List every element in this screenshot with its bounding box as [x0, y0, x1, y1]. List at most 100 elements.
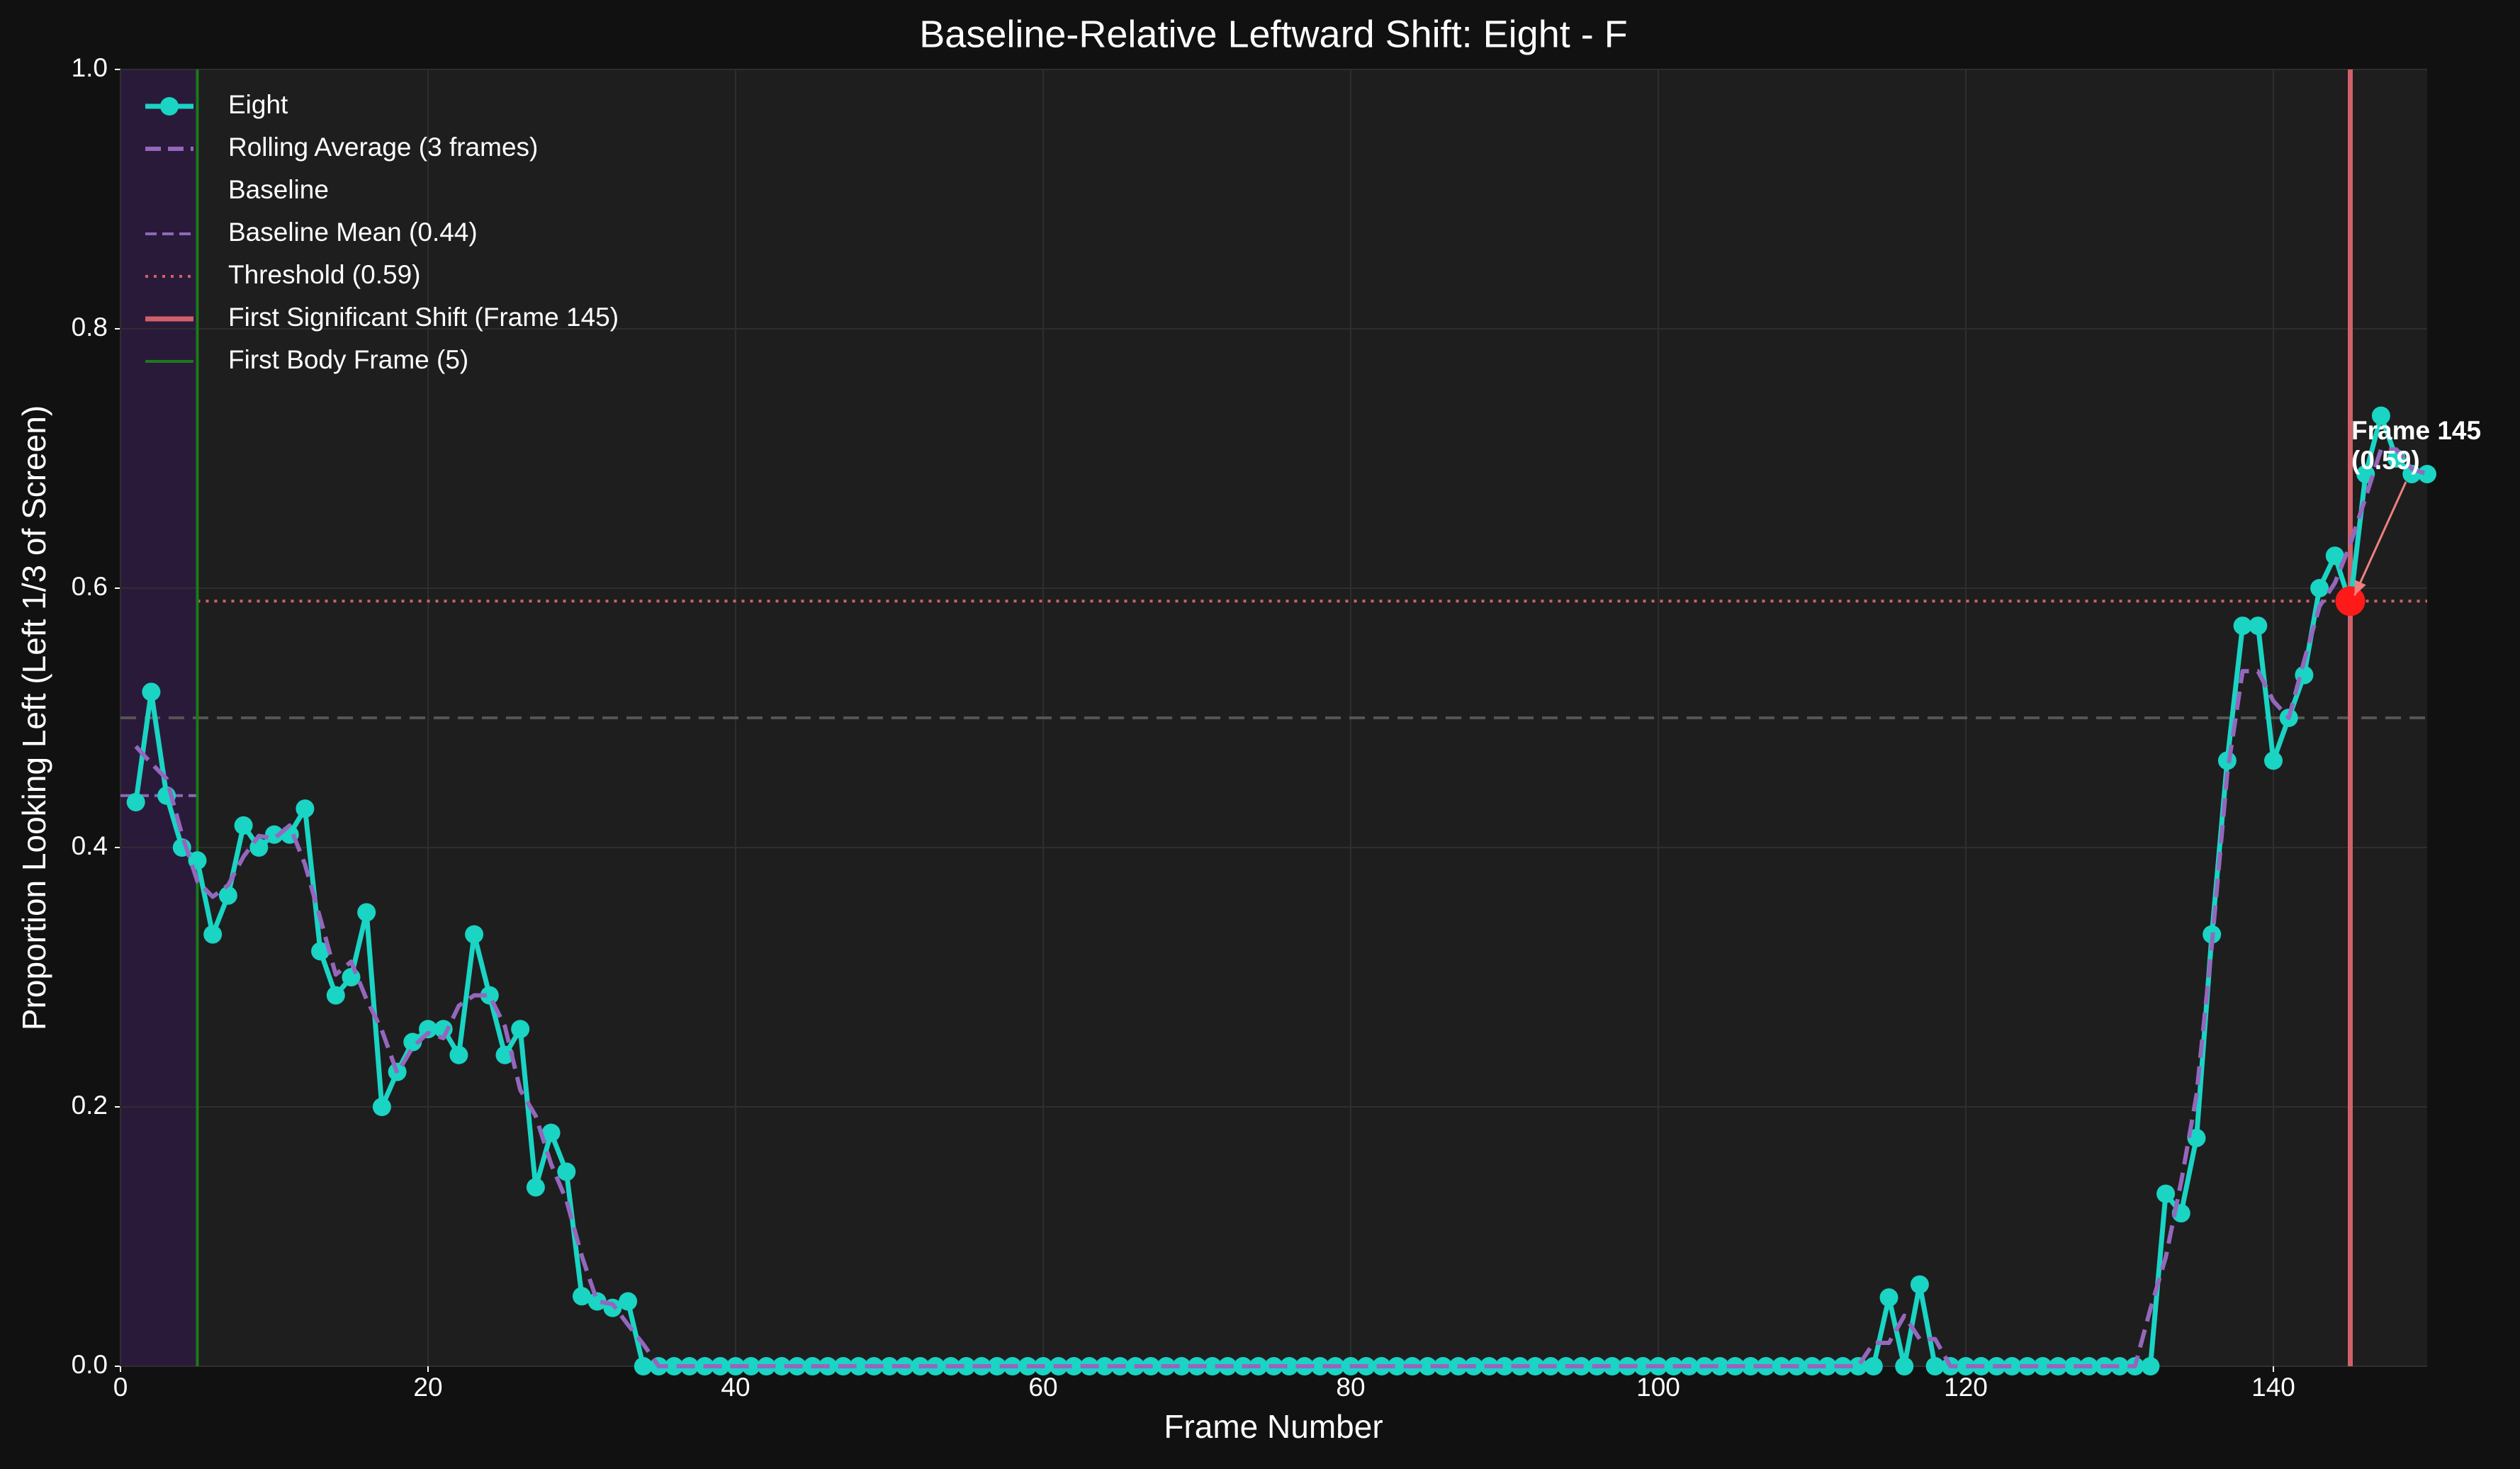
point	[126, 792, 145, 811]
point	[2418, 464, 2436, 483]
point	[1818, 1357, 1837, 1375]
point	[357, 903, 376, 922]
point	[465, 925, 484, 944]
x-tick-label: 60	[1028, 1373, 1057, 1402]
point	[526, 1178, 545, 1197]
point	[987, 1357, 1006, 1375]
legend-label: First Significant Shift (Frame 145)	[228, 303, 619, 332]
point	[1418, 1357, 1437, 1375]
rolling-line	[134, 447, 2428, 1368]
x-tick-label: 120	[1944, 1373, 1988, 1402]
marks: Frame 145(0.59)	[120, 69, 2481, 1375]
x-tick-label: 80	[1336, 1373, 1365, 1402]
point	[495, 1045, 514, 1064]
point	[2310, 579, 2329, 597]
point	[2110, 1357, 2129, 1375]
point	[296, 799, 315, 818]
x-axis-label: Frame Number	[1164, 1408, 1383, 1445]
x-tick-label: 140	[2251, 1373, 2295, 1402]
point	[265, 825, 283, 844]
point	[1633, 1357, 1653, 1375]
legend-label: Baseline	[228, 175, 329, 204]
plot-area	[120, 69, 2427, 1366]
legend-item: First Significant Shift (Frame 145)	[145, 303, 619, 332]
point	[1064, 1357, 1084, 1375]
annotation-arrow	[2353, 481, 2407, 596]
legend-item: Threshold (0.59)	[145, 260, 420, 289]
legend-label: Threshold (0.59)	[228, 260, 420, 289]
x-tick-label: 100	[1636, 1373, 1680, 1402]
legend-item: First Body Frame (5)	[145, 345, 468, 374]
point	[772, 1357, 792, 1375]
point	[2249, 617, 2268, 636]
point	[1095, 1357, 1114, 1375]
point	[541, 1123, 561, 1142]
point	[849, 1357, 868, 1375]
point	[218, 886, 237, 905]
point	[2033, 1357, 2052, 1375]
point	[2325, 546, 2344, 565]
point	[1925, 1357, 1945, 1375]
annotation-text: Frame 145	[2351, 416, 2481, 445]
point	[1895, 1357, 1914, 1375]
x-tick-label: 20	[413, 1373, 442, 1402]
x-tick-label: 40	[721, 1373, 750, 1402]
x-tick-label: 0	[113, 1373, 128, 1402]
legend-swatch	[160, 97, 179, 116]
legend-item: Baseline	[145, 175, 329, 204]
y-tick-label: 0.4	[72, 831, 108, 860]
annotation-text: (0.59)	[2351, 446, 2420, 475]
point	[2233, 617, 2252, 636]
point	[1910, 1275, 1929, 1294]
y-axis-label: Proportion Looking Left (Left 1/3 of Scr…	[16, 405, 52, 1030]
point	[1602, 1357, 1621, 1375]
y-tick-label: 0.2	[72, 1091, 108, 1120]
point	[957, 1357, 976, 1375]
shift-point	[2335, 586, 2366, 617]
legend-item: Baseline Mean (0.44)	[145, 218, 478, 247]
point	[1957, 1357, 1975, 1375]
point	[203, 925, 223, 944]
point	[326, 986, 345, 1005]
point	[142, 682, 161, 702]
point	[634, 1357, 653, 1375]
legend-swatch	[145, 181, 193, 201]
y-tick-label: 0.8	[72, 313, 108, 342]
legend-label: Eight	[228, 90, 288, 119]
point	[1864, 1357, 1883, 1375]
point	[1495, 1357, 1514, 1375]
point	[434, 1020, 453, 1039]
point	[1203, 1357, 1222, 1375]
point	[1388, 1357, 1407, 1375]
legend-item: Eight	[145, 90, 288, 119]
point	[2156, 1184, 2176, 1203]
point	[449, 1045, 468, 1064]
point	[1526, 1357, 1545, 1375]
point	[1172, 1357, 1191, 1375]
point	[1741, 1357, 1760, 1375]
legend-label: Baseline Mean (0.44)	[228, 218, 478, 247]
point	[619, 1292, 638, 1311]
legend-label: Rolling Average (3 frames)	[228, 133, 538, 162]
point	[311, 942, 330, 961]
point	[372, 1098, 391, 1116]
legend: Eight Rolling Average (3 frames) Baseline B…	[145, 90, 619, 374]
point	[1710, 1357, 1729, 1375]
annotation-arrowhead	[2354, 580, 2366, 596]
point	[880, 1357, 899, 1375]
y-tick-label: 0.6	[72, 572, 108, 601]
chart-title: Baseline-Relative Leftward Shift: Eight …	[919, 13, 1627, 55]
point	[342, 968, 361, 986]
point	[419, 1020, 437, 1039]
point	[2141, 1357, 2160, 1375]
y-tick-label: 0.0	[72, 1350, 108, 1379]
point	[511, 1020, 530, 1039]
point	[2264, 751, 2283, 770]
point	[1879, 1288, 1899, 1307]
legend-label: First Body Frame (5)	[228, 345, 468, 374]
point	[741, 1357, 760, 1375]
point	[1280, 1357, 1299, 1375]
point	[573, 1287, 591, 1306]
point	[2371, 406, 2390, 425]
